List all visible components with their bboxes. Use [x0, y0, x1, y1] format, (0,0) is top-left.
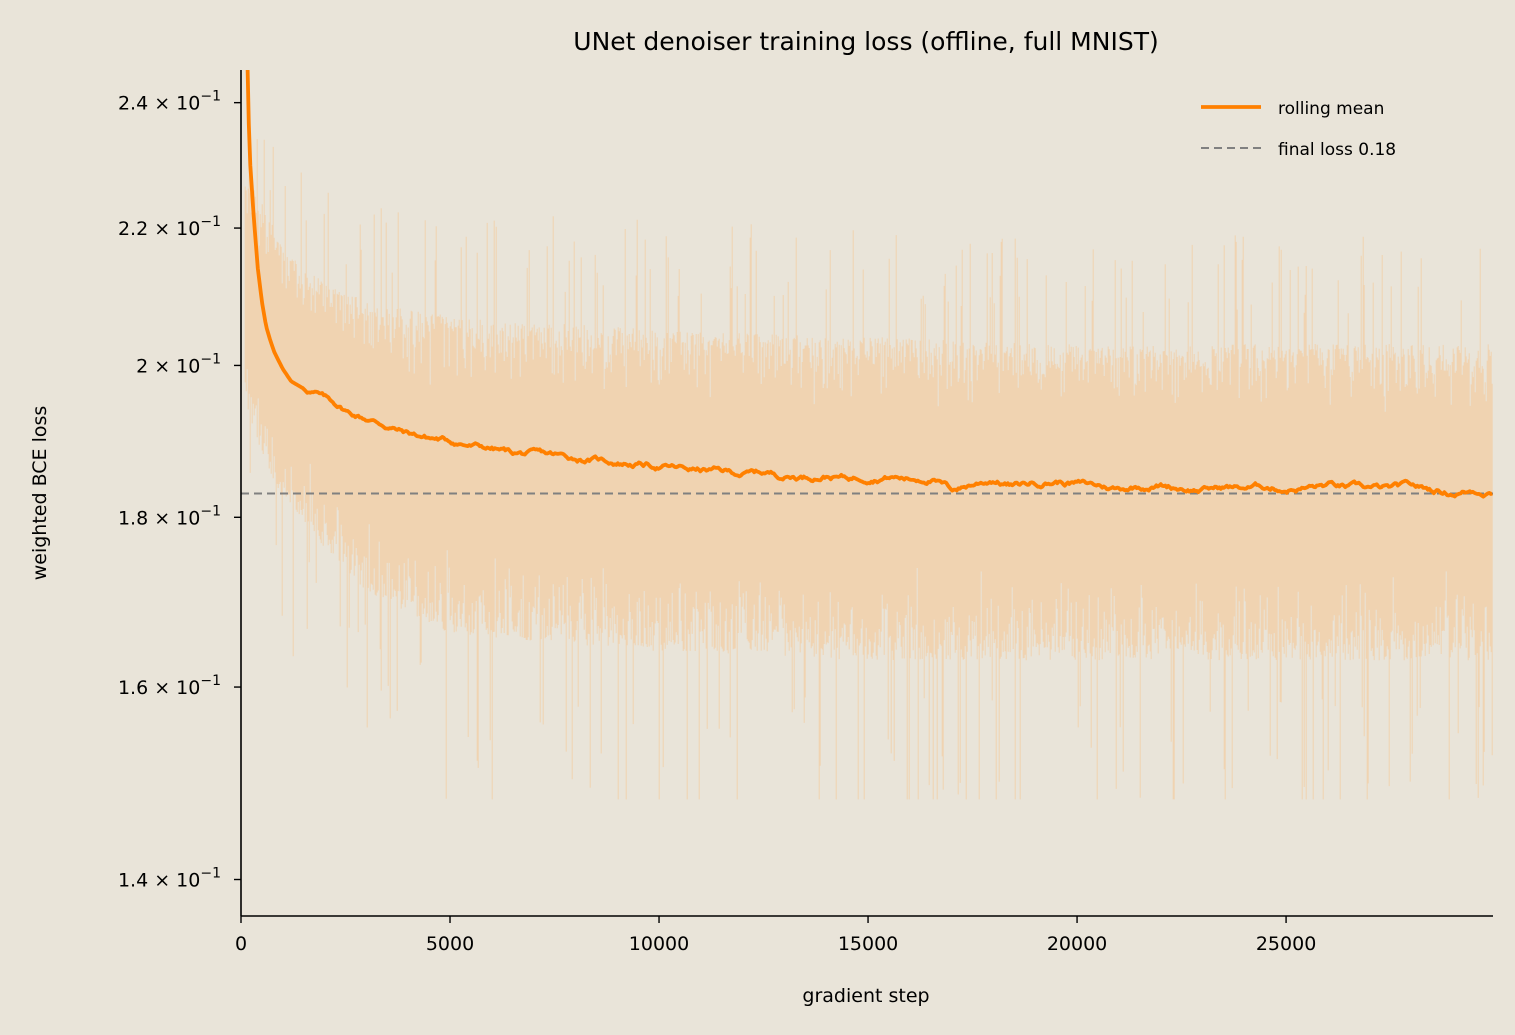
- y-tick-mantissa: 2: [136, 355, 148, 377]
- y-tick-label: 2 × 10−1: [136, 351, 221, 377]
- y-tick-base: 10: [176, 677, 200, 699]
- x-tick-label: 5000: [426, 933, 474, 955]
- y-tick-times: ×: [148, 218, 176, 240]
- x-tick-label: 20000: [1047, 933, 1107, 955]
- y-tick-exponent: −1: [200, 503, 221, 519]
- rolling-mean-line: [245, 70, 1493, 499]
- y-tick-exponent: −1: [200, 89, 221, 105]
- y-axis-ticks: 1.4 × 10−11.6 × 10−11.8 × 10−12 × 10−12.…: [118, 89, 241, 892]
- legend-label-final-loss: final loss 0.18: [1278, 140, 1396, 160]
- raw-loss-strokes: [244, 139, 1493, 800]
- y-tick-label: 1.8 × 10−1: [118, 503, 221, 529]
- x-tick-label: 0: [235, 933, 247, 955]
- plot-area: [241, 70, 1493, 800]
- y-tick-exponent: −1: [200, 214, 221, 230]
- y-tick-times: ×: [148, 507, 176, 529]
- y-tick-mantissa: 2.2: [118, 218, 148, 240]
- x-tick-label: 10000: [629, 933, 689, 955]
- y-tick-times: ×: [148, 870, 176, 892]
- y-tick-base: 10: [176, 870, 200, 892]
- y-tick-label: 1.6 × 10−1: [118, 673, 221, 699]
- y-tick-times: ×: [148, 355, 176, 377]
- legend: rolling mean final loss 0.18: [1201, 99, 1396, 160]
- y-tick-exponent: −1: [200, 351, 221, 367]
- legend-label-rolling-mean: rolling mean: [1278, 99, 1384, 119]
- raw-loss-band: [244, 139, 1493, 800]
- y-tick-label: 2.2 × 10−1: [118, 214, 221, 240]
- y-tick-base: 10: [176, 355, 200, 377]
- y-axis-label: weighted BCE loss: [29, 406, 51, 581]
- y-tick-mantissa: 1.8: [118, 507, 148, 529]
- x-tick-label: 25000: [1256, 933, 1316, 955]
- chart-title: UNet denoiser training loss (offline, fu…: [573, 27, 1158, 56]
- y-tick-base: 10: [176, 93, 200, 115]
- y-tick-base: 10: [176, 507, 200, 529]
- x-axis-label: gradient step: [802, 985, 929, 1007]
- y-tick-times: ×: [148, 93, 176, 115]
- y-tick-exponent: −1: [200, 673, 221, 689]
- y-tick-mantissa: 2.4: [118, 93, 148, 115]
- y-tick-mantissa: 1.4: [118, 870, 148, 892]
- y-tick-times: ×: [148, 677, 176, 699]
- x-axis-ticks: 0 5000 10000 15000 20000 25000: [235, 916, 1316, 955]
- y-tick-exponent: −1: [200, 866, 221, 882]
- y-tick-label: 2.4 × 10−1: [118, 89, 221, 115]
- y-tick-label: 1.4 × 10−1: [118, 866, 221, 892]
- y-tick-base: 10: [176, 218, 200, 240]
- x-tick-label: 15000: [838, 933, 898, 955]
- y-tick-mantissa: 1.6: [118, 677, 148, 699]
